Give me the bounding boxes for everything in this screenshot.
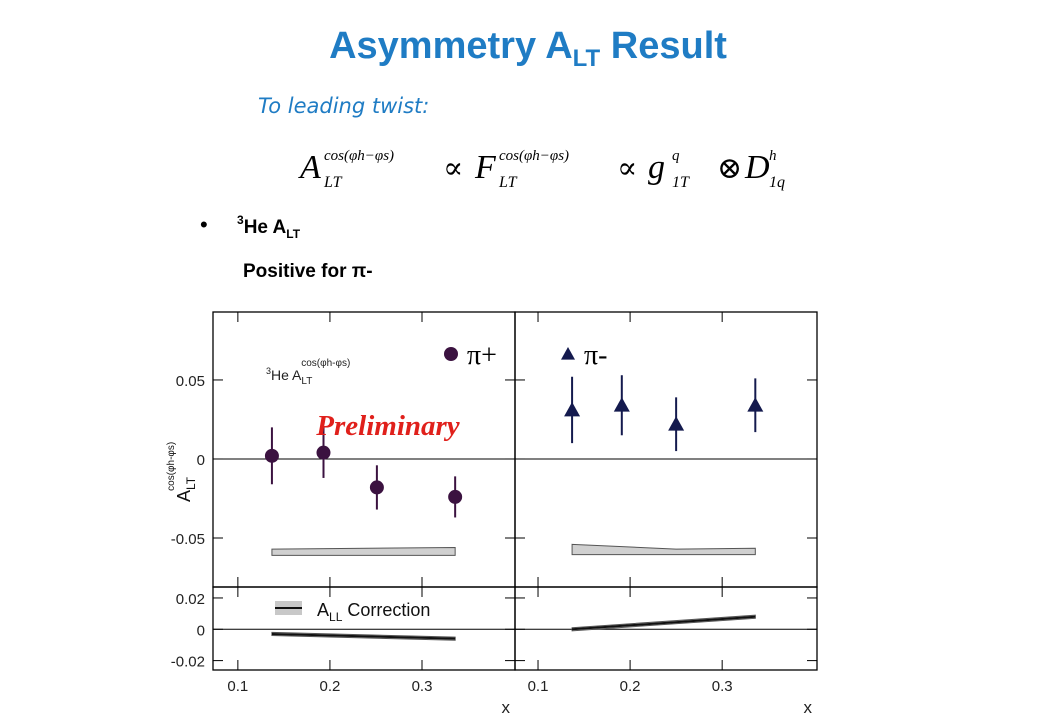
x-axis-label: x <box>502 698 511 717</box>
title-main: Asymmetry A <box>329 25 573 67</box>
formula-sub: LT <box>498 174 518 191</box>
annotation-pre: 3 <box>266 366 271 376</box>
chart-panel: 0.1 0.2 0.3 x <box>514 586 818 717</box>
data-point <box>564 401 581 417</box>
formula-sup: cos(φh−φs) <box>324 148 394 164</box>
legend-base: A <box>317 600 329 620</box>
legend-label: ALL Correction <box>317 600 430 624</box>
x-tick-label: 0.2 <box>620 678 641 695</box>
bullet-note: Positive for π- <box>243 261 373 282</box>
bullet-dot: • <box>200 212 208 237</box>
legend-sub: LL <box>329 610 343 624</box>
panel-frame <box>514 311 818 588</box>
y-tick-label: 0.02 <box>176 591 205 608</box>
data-point <box>448 489 463 504</box>
formula-base: g <box>648 149 665 186</box>
formula-op: ⊗ <box>717 151 742 186</box>
formula-base: F <box>474 149 497 186</box>
data-point <box>613 397 630 412</box>
ylabel-sup: cos(φh-φs) <box>166 442 177 491</box>
formula-sup: cos(φh−φs) <box>499 148 569 164</box>
y-tick-label: 0 <box>197 622 205 639</box>
annotation-sub: LT <box>301 376 312 387</box>
y-tick-label: 0 <box>197 452 205 469</box>
bullet-sup: 3 <box>237 213 244 227</box>
legend-marker <box>444 347 458 361</box>
data-point <box>747 397 764 412</box>
subtitle: To leading twist: <box>258 94 429 118</box>
annotation: 3He ALT cos(φh-φs) <box>266 358 350 387</box>
x-axis-label: x <box>804 698 813 717</box>
bullet-sub: LT <box>286 227 300 241</box>
y-tick-label: -0.02 <box>171 654 205 671</box>
data-point <box>668 416 685 431</box>
legend-marker <box>561 347 575 360</box>
x-tick-label: 0.1 <box>528 678 549 695</box>
formula-op: ∝ <box>617 151 637 186</box>
title-rest: Result <box>600 25 727 67</box>
chart-panel: π- <box>514 311 818 588</box>
formula-sub: LT <box>323 174 343 191</box>
data-point <box>369 480 384 495</box>
y-tick-label: -0.05 <box>171 531 205 548</box>
correction-line <box>271 632 456 640</box>
systematic-band <box>271 546 456 556</box>
legend-rest: Correction <box>342 600 430 620</box>
legend-label: π+ <box>467 340 497 371</box>
data-point <box>264 448 279 463</box>
panel-frame <box>514 586 818 671</box>
x-tick-label: 0.1 <box>227 678 248 695</box>
systematic-band <box>571 543 756 556</box>
formula-sub: 1T <box>672 174 690 191</box>
ylabel-base: A <box>174 490 194 502</box>
y-axis-label: ALT cos(φh-φs) <box>166 442 198 502</box>
ylabel-sub: LT <box>184 476 198 490</box>
x-tick-label: 0.3 <box>712 678 733 695</box>
formula-op: ∝ <box>443 151 463 186</box>
formula-base: A <box>298 149 321 186</box>
slide-title: Asymmetry ALT Result <box>329 25 727 72</box>
formula-sup: q <box>672 148 680 164</box>
bullet-text: 3He ALT <box>237 213 301 241</box>
legend-label: π- <box>584 340 607 371</box>
formula-sub: 1q <box>769 174 785 191</box>
y-tick-label: 0.05 <box>176 373 205 390</box>
chart-panel: 0.1 0.2 0.3 -0.02 0 0.02 x ALL Correction <box>171 586 516 717</box>
annotation-sup: cos(φh-φs) <box>301 358 350 369</box>
x-tick-label: 0.3 <box>412 678 433 695</box>
watermark: Preliminary <box>315 410 460 442</box>
correction-line <box>572 615 756 631</box>
annotation-base: He A <box>271 367 302 383</box>
formula-base: D <box>744 149 770 186</box>
data-point <box>316 445 331 460</box>
formula: A LTcos(φh−φs) F LTcos(φh−φs) g 1Tq D 1qh∝ ∝ ⊗ <box>298 148 785 191</box>
x-tick-label: 0.2 <box>320 678 341 695</box>
title-sub: LT <box>573 45 601 72</box>
bullet-main: He A <box>244 217 287 238</box>
formula-sup: h <box>769 148 777 164</box>
